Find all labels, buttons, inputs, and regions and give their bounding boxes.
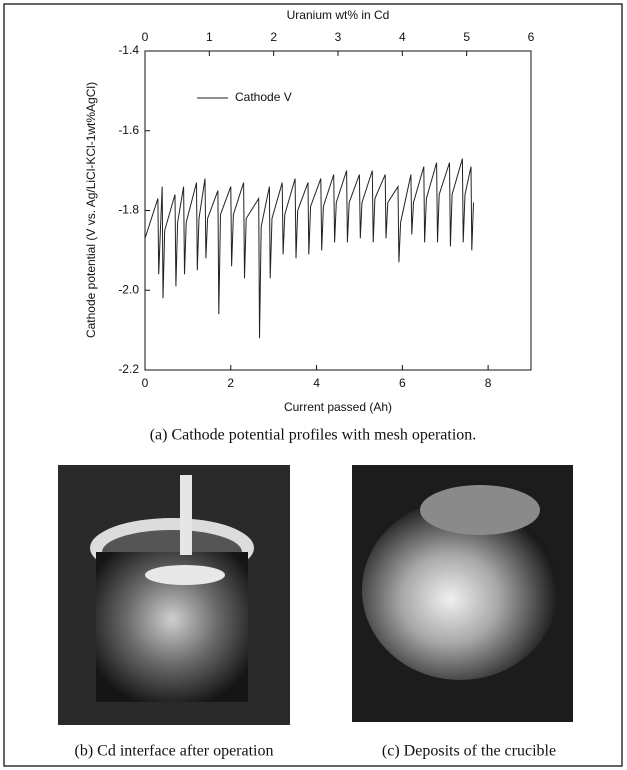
x-tick-label: 4 bbox=[313, 376, 320, 390]
top-tick-label: 3 bbox=[335, 30, 342, 44]
x-tick-label: 2 bbox=[227, 376, 234, 390]
caption-b: (b) Cd interface after operation bbox=[74, 743, 273, 760]
caption-c: (c) Deposits of the crucible bbox=[382, 743, 556, 760]
top-tick-label: 6 bbox=[528, 30, 535, 44]
caption-a: (a) Cathode potential profiles with mesh… bbox=[150, 427, 477, 444]
data-line bbox=[144, 158, 474, 339]
x-axis-title: Current passed (Ah) bbox=[284, 400, 392, 414]
legend-label: Cathode V bbox=[235, 90, 292, 104]
photo-c bbox=[352, 465, 573, 722]
top-axis-title: Uranium wt% in Cd bbox=[287, 8, 390, 22]
top-tick-label: 4 bbox=[399, 30, 406, 44]
photo-b bbox=[58, 465, 290, 725]
y-tick-label: -1.4 bbox=[118, 43, 139, 57]
x-tick-label: 8 bbox=[485, 376, 492, 390]
top-tick-label: 1 bbox=[206, 30, 213, 44]
top-tick-label: 2 bbox=[270, 30, 277, 44]
top-tick-label: 0 bbox=[142, 30, 149, 44]
figure-border bbox=[3, 3, 623, 767]
x-tick-label: 6 bbox=[399, 376, 406, 390]
y-tick-label: -1.6 bbox=[118, 123, 139, 137]
y-axis-title: Cathode potential (V vs. Ag/LiCl-KCl-1wt… bbox=[84, 82, 98, 338]
x-tick-label: 0 bbox=[142, 376, 149, 390]
y-tick-label: -1.8 bbox=[118, 203, 139, 217]
top-tick-label: 5 bbox=[463, 30, 470, 44]
y-tick-label: -2.0 bbox=[118, 282, 139, 296]
y-tick-label: -2.2 bbox=[118, 362, 139, 376]
